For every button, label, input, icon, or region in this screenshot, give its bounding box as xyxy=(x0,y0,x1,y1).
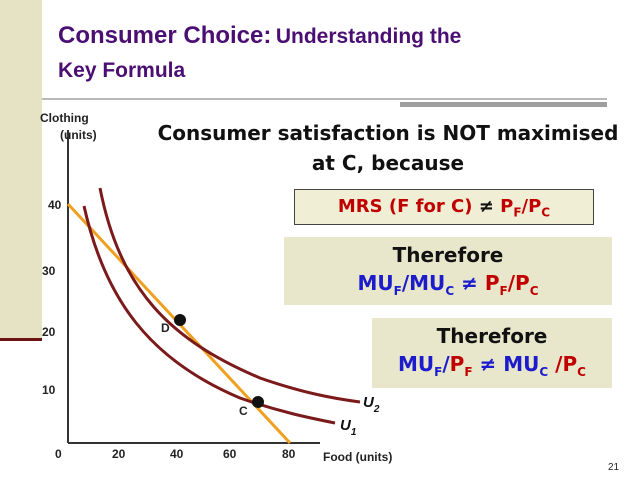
slash: / xyxy=(548,352,563,376)
x-tick: 60 xyxy=(223,447,237,461)
title-sub2: Key Formula xyxy=(58,59,186,82)
therefore-heading: Therefore xyxy=(436,324,548,348)
sub-c: C xyxy=(445,284,455,298)
y-tick: 40 xyxy=(48,198,62,212)
price-ratio: PF/PC xyxy=(484,271,539,298)
mrs-text: MRS (F for C) xyxy=(337,196,473,217)
p-symbol: P xyxy=(528,196,542,217)
y-axis-label-line2: (units) xyxy=(60,128,97,142)
indifference-curve-u1 xyxy=(82,205,336,425)
title-rule-thick xyxy=(400,102,607,107)
indifference-curve-u2 xyxy=(98,187,361,404)
sub-f: F xyxy=(464,365,473,379)
p-symbol: P xyxy=(515,271,530,295)
point-d xyxy=(174,314,186,326)
x-axis-label: Food (units) xyxy=(323,450,393,464)
x-tick: 80 xyxy=(282,447,296,461)
sub-c: C xyxy=(577,365,586,379)
neq-sign: ≠ xyxy=(461,271,478,295)
slash: / xyxy=(521,196,529,217)
x-tick: 40 xyxy=(170,447,184,461)
sub-c: C xyxy=(529,284,539,298)
neq-sign: ≠ xyxy=(479,352,497,376)
mrs-box: MRS (F for C) ≠ PF/PC xyxy=(294,189,594,225)
label-c: C xyxy=(239,404,248,418)
title-sub1: Understanding the xyxy=(275,25,462,48)
sub-f: F xyxy=(499,284,508,298)
y-axis-label-line1: Clothing xyxy=(40,111,89,125)
sub-c: C xyxy=(539,365,549,379)
mu-symbol: MU xyxy=(398,352,435,376)
origin-label: 0 xyxy=(55,447,62,461)
mu-symbol: MU xyxy=(503,352,540,376)
label-u2: U2 xyxy=(363,394,380,415)
label-d: D xyxy=(161,321,170,335)
mu-symbol: MU xyxy=(409,271,446,295)
therefore-heading: Therefore xyxy=(392,243,504,267)
therefore-box-1: Therefore MUF/MUC ≠ PF/PC xyxy=(284,237,612,305)
title-rule-thin xyxy=(42,98,607,100)
page-number: 21 xyxy=(608,462,620,473)
sub-f: F xyxy=(393,284,402,298)
slash: / xyxy=(507,271,516,295)
p-symbol: P xyxy=(449,352,465,376)
mu-symbol: MU xyxy=(357,271,394,295)
statement-line1: Consumer satisfaction is NOT maximised xyxy=(157,121,619,145)
sub-f: F xyxy=(434,365,443,379)
statement: Consumer satisfaction is NOT maximised a… xyxy=(138,118,638,178)
p-symbol: P xyxy=(484,271,500,295)
neq-sign: ≠ xyxy=(478,196,494,217)
left-accent-bar xyxy=(0,0,42,338)
sub-c: C xyxy=(541,205,551,220)
formula-mu-ratio: MUF/MUC ≠ PF/PC xyxy=(284,268,612,306)
slash: / xyxy=(401,271,410,295)
p-symbol: P xyxy=(500,196,514,217)
statement-line2: at C, because xyxy=(311,151,465,175)
therefore-box-2: Therefore MUF/PF ≠ MUC /PC xyxy=(372,318,612,388)
x-tick: 20 xyxy=(112,447,126,461)
price-c: /PC xyxy=(548,352,586,379)
label-u1: U1 xyxy=(340,417,357,438)
sub-f: F xyxy=(513,205,522,220)
slash: / xyxy=(442,352,450,376)
y-tick: 10 xyxy=(42,383,56,397)
y-tick: 30 xyxy=(42,264,56,278)
left-accent-line xyxy=(0,338,42,341)
formula-mu-per-price: MUF/PF ≠ MUC /PC xyxy=(372,349,612,387)
y-tick: 20 xyxy=(42,325,56,339)
title-main: Consumer Choice: xyxy=(58,22,272,49)
y-axis-label: Clothing (units) xyxy=(40,110,97,144)
slide-title: Consumer Choice: Understanding the Key F… xyxy=(58,20,461,89)
point-c xyxy=(252,396,264,408)
p-symbol: P xyxy=(562,352,578,376)
price-f: PF xyxy=(449,352,473,379)
